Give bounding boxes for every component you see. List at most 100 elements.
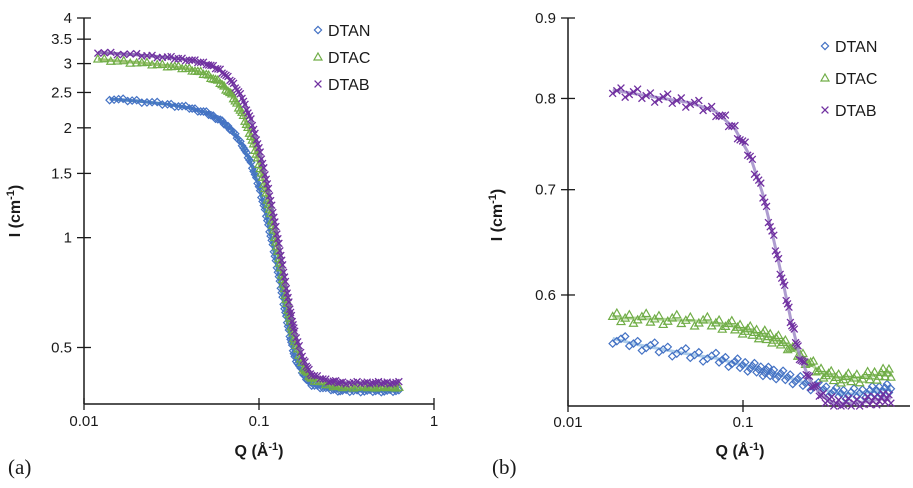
- data-point: [869, 366, 880, 376]
- series-dtab: [93, 48, 403, 388]
- data-point: [819, 389, 828, 398]
- data-point: [173, 101, 183, 111]
- data-point: [726, 315, 737, 325]
- data-point: [617, 84, 625, 92]
- data-point: [851, 369, 862, 378]
- data-point: [727, 359, 737, 369]
- data-point: [196, 107, 206, 116]
- data-point: [714, 357, 724, 367]
- data-point: [633, 336, 643, 346]
- data-point: [759, 194, 767, 202]
- data-point: [275, 239, 283, 248]
- data-point: [148, 51, 156, 60]
- data-point: [885, 371, 896, 381]
- data-point: [821, 370, 832, 380]
- data-point: [793, 374, 803, 384]
- data-point: [157, 59, 168, 68]
- data-point: [184, 104, 194, 114]
- data-point: [229, 79, 238, 88]
- data-point: [768, 334, 779, 344]
- data-point: [831, 383, 841, 393]
- data-point: [112, 55, 123, 65]
- data-point: [362, 382, 373, 392]
- data-point: [612, 86, 621, 95]
- data-point: [866, 400, 874, 409]
- data-point: [193, 106, 203, 116]
- data-point: [625, 90, 634, 99]
- data-point: [873, 401, 881, 409]
- data-point: [778, 366, 788, 376]
- data-point: [760, 198, 769, 207]
- x-tick-label: 1: [430, 413, 438, 430]
- data-point: [742, 323, 753, 333]
- data-point: [261, 211, 271, 221]
- data-point: [833, 368, 844, 378]
- data-point: [147, 59, 158, 69]
- data-point: [882, 379, 892, 389]
- data-point: [338, 378, 347, 386]
- data-point: [118, 94, 128, 104]
- data-point: [222, 86, 234, 95]
- data-point: [93, 49, 102, 58]
- data-point: [732, 322, 743, 331]
- data-point: [163, 99, 172, 109]
- data-point: [653, 310, 664, 320]
- data-point: [305, 365, 313, 374]
- data-point: [152, 97, 162, 107]
- data-point: [677, 94, 686, 102]
- data-point: [717, 323, 728, 333]
- data-point: [790, 325, 799, 333]
- data-point: [624, 309, 635, 319]
- data-point: [809, 382, 818, 391]
- legend-item-dtan: DTAN: [313, 23, 370, 40]
- data-point: [808, 355, 819, 365]
- data-point: [668, 99, 677, 108]
- data-point: [663, 90, 672, 98]
- y-tick-label: 4: [64, 10, 72, 27]
- data-point: [801, 378, 810, 388]
- data-point: [765, 328, 776, 338]
- data-point: [721, 111, 730, 119]
- data-point: [776, 369, 786, 378]
- data-point: [281, 277, 290, 286]
- data-point: [818, 372, 829, 382]
- data-point: [199, 107, 208, 116]
- legend-item-dtab: DTAB: [314, 77, 369, 94]
- data-point: [224, 72, 232, 81]
- data-point: [272, 222, 280, 231]
- legend-item-dtac: DTAC: [819, 71, 877, 88]
- data-point: [867, 381, 877, 391]
- data-point: [798, 381, 808, 391]
- data-point: [756, 362, 766, 372]
- data-point: [264, 184, 273, 193]
- data-point: [278, 261, 287, 269]
- data-point: [187, 104, 197, 114]
- y-tick-label: 0.6: [535, 287, 556, 304]
- data-point: [745, 364, 755, 374]
- data-point: [816, 363, 827, 373]
- data-point: [750, 358, 759, 368]
- data-point: [646, 89, 655, 97]
- data-point: [780, 375, 790, 385]
- data-point: [655, 95, 663, 104]
- data-point: [795, 371, 805, 381]
- x-axis-label: Q (Å-1): [716, 441, 765, 460]
- data-point: [642, 91, 651, 100]
- data-point: [663, 342, 673, 352]
- data-point: [723, 318, 734, 328]
- data-point: [319, 375, 327, 383]
- data-point: [780, 334, 791, 344]
- data-point: [714, 314, 725, 324]
- data-point: [329, 377, 338, 385]
- y-axis-label: I (cm-1): [5, 185, 24, 237]
- data-point: [371, 378, 380, 387]
- data-point: [681, 103, 690, 112]
- data-point: [766, 222, 775, 231]
- x-axis-label: Q (Å-1): [235, 441, 284, 460]
- data-point: [731, 121, 739, 130]
- chart-panel-a: 0.5 1 1.5 2 2.5 3 3.5 4 0.01 0.1 1 Q (Å-1) I (cm-1) (…: [5, 10, 438, 479]
- data-point: [390, 382, 401, 392]
- data-point: [883, 363, 894, 373]
- data-point: [740, 326, 751, 335]
